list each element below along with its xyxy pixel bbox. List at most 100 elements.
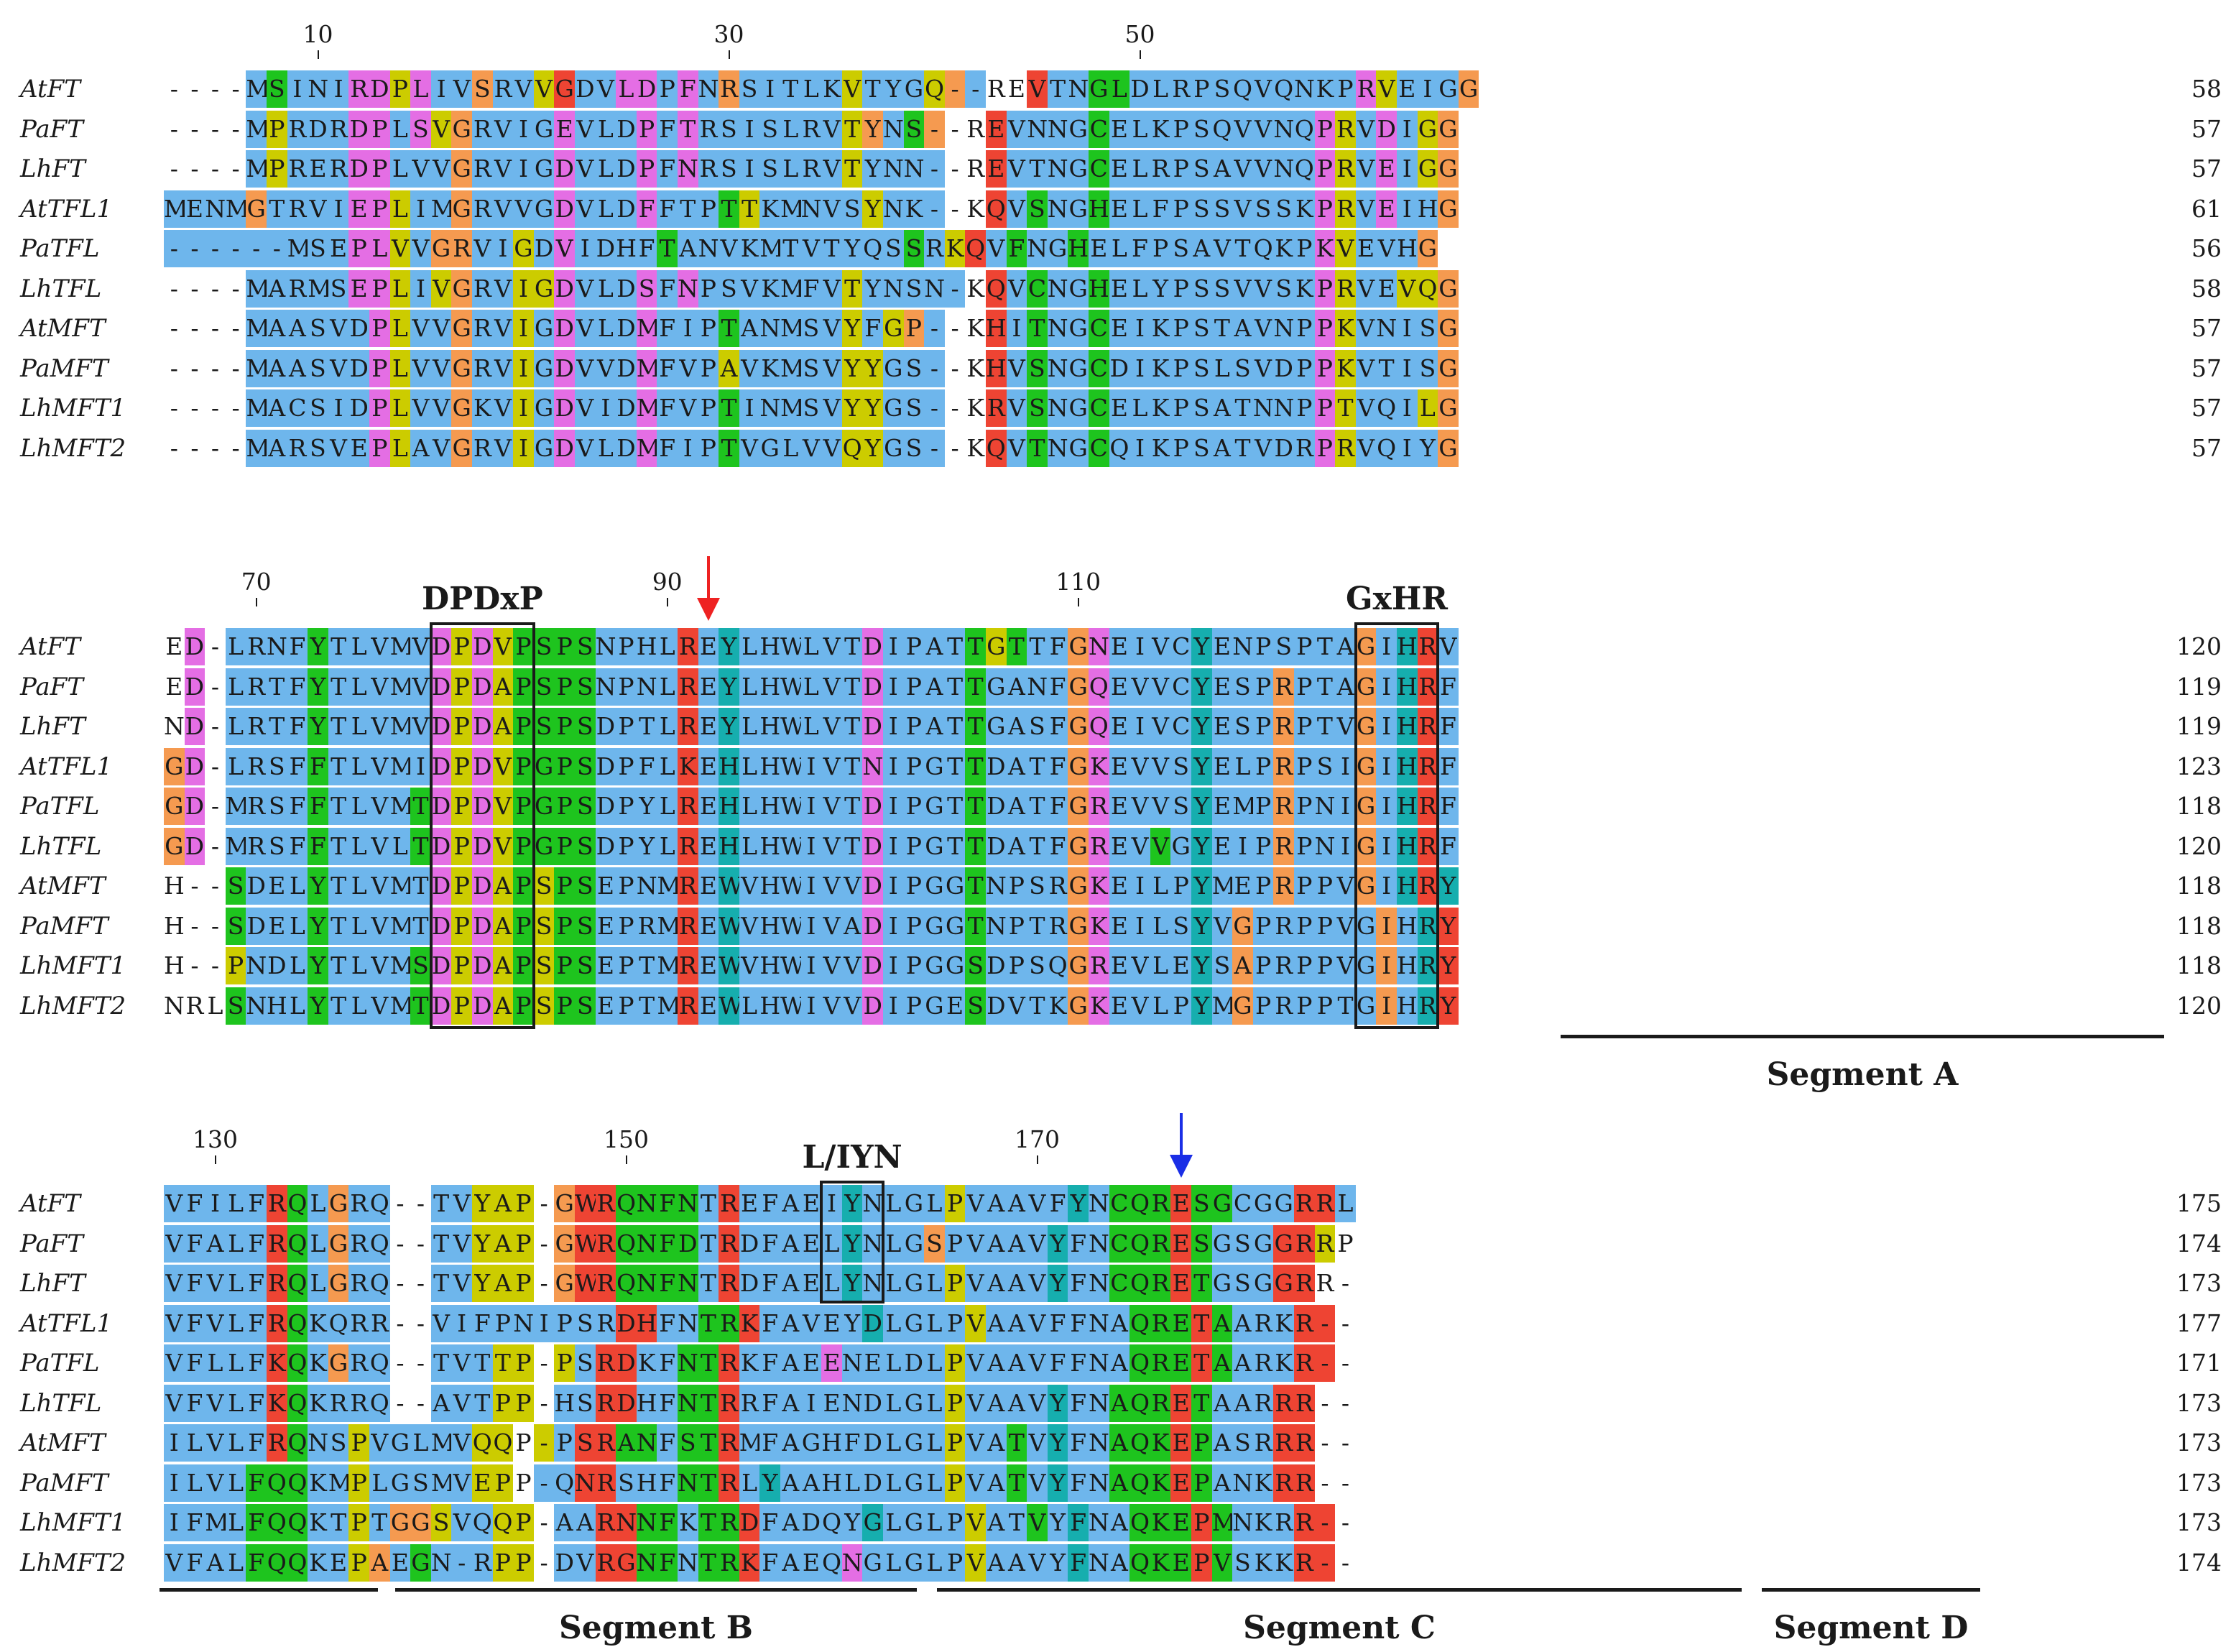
residue: T bbox=[328, 747, 349, 785]
residue: V bbox=[1006, 987, 1027, 1025]
residue: E bbox=[1397, 70, 1418, 108]
residue: V bbox=[965, 1543, 986, 1582]
residue: E bbox=[1109, 747, 1130, 785]
residue: L bbox=[225, 1424, 246, 1462]
residue: G bbox=[1089, 70, 1109, 108]
residue: R bbox=[678, 867, 698, 905]
residue: M bbox=[780, 310, 805, 347]
residue: S bbox=[1027, 867, 1048, 905]
residue: V bbox=[164, 1384, 185, 1422]
residue: R bbox=[1294, 1504, 1315, 1541]
residue: I bbox=[1376, 987, 1397, 1025]
residue: S bbox=[533, 708, 555, 745]
residue: C bbox=[1170, 708, 1191, 745]
residue: L bbox=[389, 269, 411, 308]
residue: - bbox=[416, 1229, 425, 1258]
residue: D bbox=[472, 708, 493, 745]
residue: M bbox=[225, 827, 250, 865]
residue: L bbox=[1129, 150, 1150, 188]
residue: L bbox=[924, 1344, 945, 1382]
residue: Q bbox=[1211, 110, 1233, 148]
residue: L bbox=[348, 788, 369, 825]
residue: F bbox=[636, 747, 657, 785]
residue: L bbox=[1417, 389, 1438, 427]
residue: C bbox=[1089, 429, 1109, 467]
residue: - bbox=[211, 394, 220, 422]
residue: A bbox=[800, 1464, 822, 1502]
residue: A bbox=[1006, 1304, 1027, 1342]
residue: T bbox=[472, 1384, 493, 1422]
residue: R bbox=[1294, 1185, 1315, 1222]
residue: V bbox=[410, 230, 431, 267]
residue: S bbox=[575, 907, 596, 945]
residue: G bbox=[1355, 628, 1377, 665]
residue: W bbox=[780, 947, 805, 984]
residue: T bbox=[1314, 668, 1336, 706]
species-label: AtFT bbox=[20, 1189, 80, 1218]
residue: V bbox=[595, 70, 616, 108]
residue: P bbox=[513, 747, 534, 785]
residue: P bbox=[944, 1504, 966, 1541]
residue: D bbox=[862, 1464, 883, 1502]
residue: P bbox=[369, 110, 390, 148]
residue: I bbox=[1397, 389, 1418, 427]
residue: Y bbox=[308, 987, 328, 1025]
residue: M bbox=[246, 389, 270, 427]
residue: T bbox=[1027, 907, 1048, 945]
residue: D bbox=[184, 668, 205, 706]
residue: F bbox=[759, 1344, 780, 1382]
residue: R bbox=[1089, 827, 1109, 865]
residue: E bbox=[348, 429, 369, 467]
residue: L bbox=[883, 1464, 904, 1502]
residue: E bbox=[1170, 1344, 1191, 1382]
residue: D bbox=[430, 628, 452, 665]
residue: V bbox=[410, 708, 431, 745]
residue: P bbox=[554, 947, 575, 984]
residue: A bbox=[430, 1384, 452, 1422]
residue: F bbox=[800, 269, 822, 308]
residue: H bbox=[759, 867, 780, 905]
residue: I bbox=[1376, 747, 1397, 785]
residue: Y bbox=[308, 907, 328, 945]
residue: V bbox=[1335, 230, 1356, 267]
residue: K bbox=[1150, 429, 1171, 467]
residue: F bbox=[759, 1185, 780, 1222]
residue: F bbox=[1068, 1543, 1089, 1582]
residue: G bbox=[533, 827, 555, 865]
residue: V bbox=[410, 389, 431, 427]
position-label: 70 bbox=[241, 568, 272, 596]
residue: - bbox=[211, 314, 220, 342]
residue: Q bbox=[616, 1224, 637, 1263]
residue: H bbox=[267, 987, 287, 1025]
residue: V bbox=[164, 1543, 185, 1582]
residue: K bbox=[1150, 389, 1171, 427]
residue: F bbox=[246, 1185, 267, 1222]
residue: G bbox=[533, 190, 555, 228]
residue: L bbox=[1129, 190, 1150, 228]
residue: Q bbox=[821, 1543, 842, 1582]
residue: V bbox=[205, 1424, 226, 1462]
residue: L bbox=[924, 1185, 945, 1222]
residue: R bbox=[595, 1464, 616, 1502]
residue: F bbox=[246, 1265, 267, 1302]
residue: D bbox=[554, 429, 575, 467]
residue: D bbox=[472, 628, 493, 665]
residue: M bbox=[389, 708, 414, 745]
residue: K bbox=[1273, 1543, 1294, 1582]
residue: P bbox=[1314, 907, 1336, 945]
residue: P bbox=[1294, 628, 1315, 665]
residue: L bbox=[225, 1224, 246, 1263]
residue: G bbox=[924, 788, 945, 825]
residue: P bbox=[698, 310, 719, 347]
residue: N bbox=[1273, 310, 1294, 347]
residue: A bbox=[267, 269, 287, 308]
residue: D bbox=[986, 947, 1007, 984]
residue: T bbox=[698, 1543, 719, 1582]
residue-count: 120 bbox=[2176, 991, 2222, 1020]
residue: K bbox=[678, 1504, 698, 1541]
residue: L bbox=[1232, 747, 1253, 785]
residue: S bbox=[903, 230, 925, 267]
residue: K bbox=[1335, 349, 1356, 387]
